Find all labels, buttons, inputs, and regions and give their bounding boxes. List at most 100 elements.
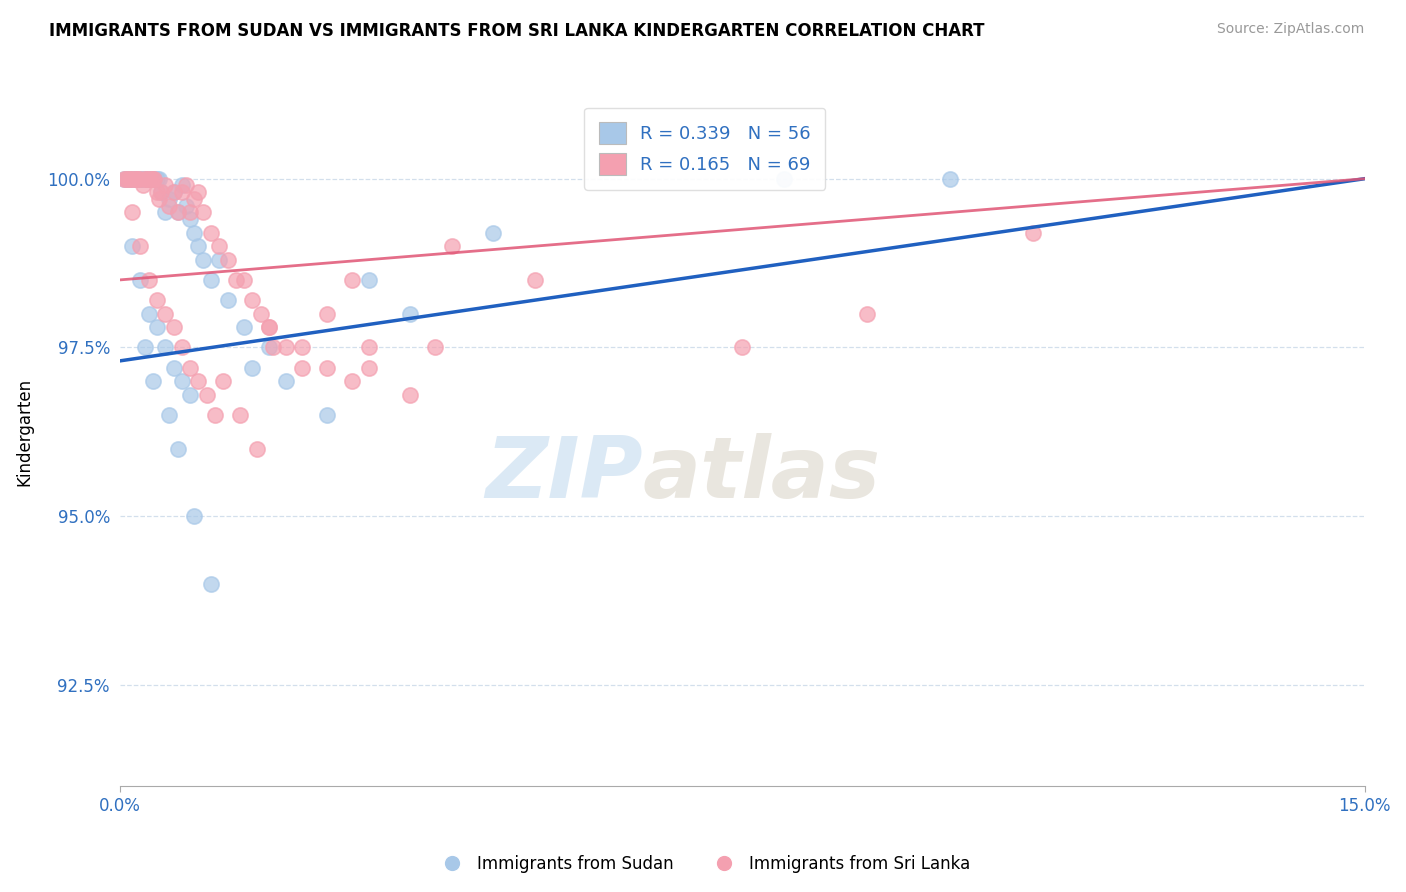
Point xyxy=(157,192,180,206)
Point xyxy=(170,178,193,193)
Point xyxy=(399,387,422,401)
Point xyxy=(121,171,143,186)
Point xyxy=(132,171,155,186)
Point xyxy=(142,171,165,186)
Point xyxy=(155,340,177,354)
Point xyxy=(129,239,152,253)
Point xyxy=(146,171,169,186)
Point xyxy=(134,171,156,186)
Point xyxy=(121,171,143,186)
Point xyxy=(162,185,184,199)
Point xyxy=(200,273,222,287)
Point xyxy=(129,171,152,186)
Point xyxy=(242,360,264,375)
Point xyxy=(124,171,146,186)
Point xyxy=(162,360,184,375)
Point xyxy=(146,320,169,334)
Point xyxy=(249,307,271,321)
Point xyxy=(274,374,297,388)
Point xyxy=(212,374,235,388)
Legend: Immigrants from Sudan, Immigrants from Sri Lanka: Immigrants from Sudan, Immigrants from S… xyxy=(429,848,977,880)
Point xyxy=(148,171,170,186)
Point xyxy=(125,171,148,186)
Point xyxy=(115,171,138,186)
Point xyxy=(187,239,209,253)
Y-axis label: Kindergarten: Kindergarten xyxy=(15,377,32,486)
Point xyxy=(316,360,339,375)
Point xyxy=(217,252,239,267)
Point xyxy=(423,340,446,354)
Point xyxy=(138,307,160,321)
Point xyxy=(225,273,247,287)
Point xyxy=(179,387,201,401)
Point xyxy=(179,212,201,227)
Point xyxy=(166,442,188,456)
Point xyxy=(316,307,339,321)
Point xyxy=(179,205,201,219)
Point xyxy=(291,360,314,375)
Point xyxy=(731,340,754,354)
Point xyxy=(135,171,157,186)
Point xyxy=(121,205,143,219)
Point xyxy=(245,442,267,456)
Point xyxy=(195,387,218,401)
Point xyxy=(200,576,222,591)
Point xyxy=(155,178,177,193)
Point xyxy=(257,340,280,354)
Point xyxy=(142,374,165,388)
Point xyxy=(142,171,165,186)
Point xyxy=(141,171,163,186)
Point xyxy=(112,171,135,186)
Point xyxy=(112,171,135,186)
Legend: R = 0.339   N = 56, R = 0.165   N = 69: R = 0.339 N = 56, R = 0.165 N = 69 xyxy=(585,108,825,190)
Point xyxy=(482,226,505,240)
Point xyxy=(138,273,160,287)
Point xyxy=(316,408,339,422)
Point xyxy=(523,273,546,287)
Text: ZIP: ZIP xyxy=(485,433,643,516)
Point xyxy=(233,320,256,334)
Point xyxy=(127,171,149,186)
Point xyxy=(170,374,193,388)
Point xyxy=(191,252,214,267)
Point xyxy=(772,171,794,186)
Point xyxy=(233,273,256,287)
Point xyxy=(170,340,193,354)
Point xyxy=(162,320,184,334)
Point xyxy=(117,171,139,186)
Point xyxy=(191,205,214,219)
Point xyxy=(340,273,363,287)
Point xyxy=(204,408,226,422)
Point xyxy=(143,171,166,186)
Point xyxy=(257,320,280,334)
Point xyxy=(132,178,155,193)
Point xyxy=(127,171,149,186)
Point xyxy=(155,205,177,219)
Text: atlas: atlas xyxy=(643,433,880,516)
Point xyxy=(399,307,422,321)
Point xyxy=(134,340,156,354)
Point xyxy=(357,340,380,354)
Point xyxy=(174,178,197,193)
Text: IMMIGRANTS FROM SUDAN VS IMMIGRANTS FROM SRI LANKA KINDERGARTEN CORRELATION CHAR: IMMIGRANTS FROM SUDAN VS IMMIGRANTS FROM… xyxy=(49,22,984,40)
Text: Source: ZipAtlas.com: Source: ZipAtlas.com xyxy=(1216,22,1364,37)
Point xyxy=(440,239,463,253)
Point xyxy=(115,171,138,186)
Point xyxy=(357,360,380,375)
Point xyxy=(148,192,170,206)
Point xyxy=(183,509,205,524)
Point xyxy=(124,171,146,186)
Point xyxy=(146,293,169,308)
Point xyxy=(157,408,180,422)
Point xyxy=(855,307,877,321)
Point xyxy=(1022,226,1045,240)
Point xyxy=(150,185,173,199)
Point xyxy=(129,171,152,186)
Point xyxy=(174,199,197,213)
Point xyxy=(274,340,297,354)
Point xyxy=(183,192,205,206)
Point xyxy=(229,408,252,422)
Point xyxy=(157,199,180,213)
Point xyxy=(121,239,143,253)
Point xyxy=(155,307,177,321)
